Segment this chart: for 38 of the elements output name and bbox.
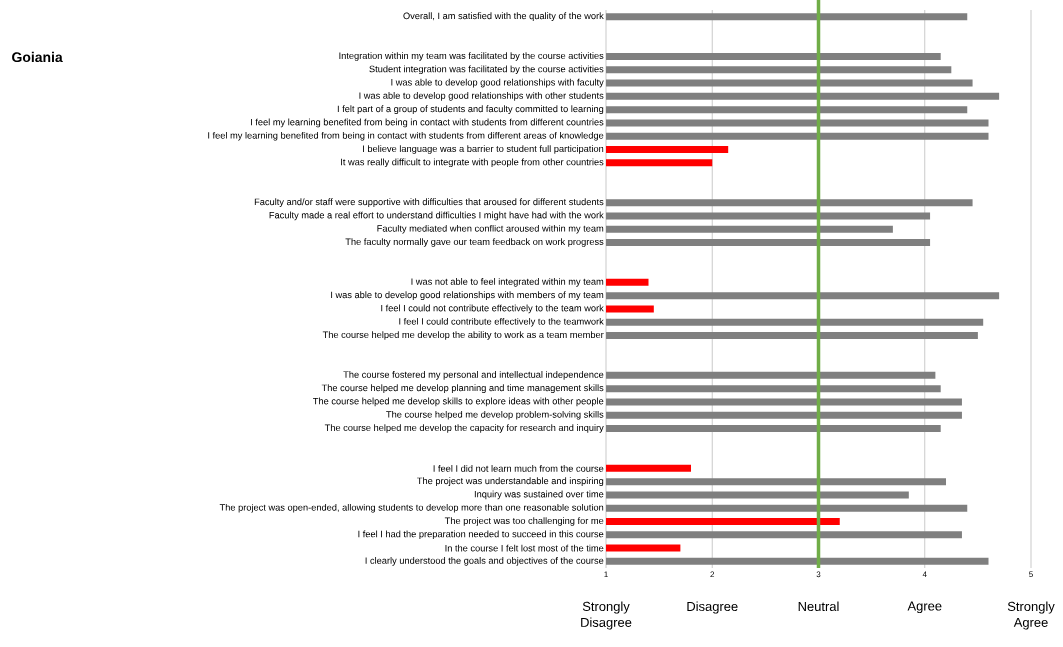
y-tick-label: The course helped me develop skills to explore ideas with other people bbox=[313, 397, 604, 407]
y-tick-label: Faculty and/or staff were supportive with difficulties that aroused for different students bbox=[254, 198, 604, 207]
y-tick-label: I believe language was a barrier to student full participation bbox=[363, 145, 604, 154]
text: Neutral bbox=[798, 601, 839, 612]
y-tick-label: I feel I had the preparation needed to succeed in this course bbox=[358, 530, 604, 540]
text: Goiania bbox=[12, 51, 63, 63]
y-tick-label: Inquiry was sustained over time bbox=[474, 490, 604, 500]
text: Strongly Disagree bbox=[581, 601, 632, 630]
y-tick-label: Overall, I am satisfied with the quality of the work bbox=[403, 12, 604, 21]
y-tick-label: I was not able to feel integrated within my team bbox=[411, 278, 604, 287]
y-tick-label: The course helped me develop planning and time management skills bbox=[321, 384, 604, 393]
y-tick-label: I was able to develop good relationships with faculty bbox=[391, 78, 604, 88]
y-tick-label: Faculty mediated when conflict aroused within my team bbox=[377, 224, 604, 234]
y-tick-label: The project was understandable and inspiring bbox=[417, 477, 604, 486]
text: Agree bbox=[907, 601, 942, 614]
y-tick-label: It was really difficult to integrate with people from other countries bbox=[341, 158, 604, 168]
text: Disagree bbox=[687, 601, 738, 614]
y-tick-label: The course fostered my personal and intellectual independence bbox=[343, 371, 604, 380]
text: Strongly Agree bbox=[1007, 601, 1055, 630]
y-tick-label: The course helped me develop problem-solving skills bbox=[386, 410, 604, 420]
y-tick-label: The course helped me develop the ability to work as a team member bbox=[322, 331, 604, 340]
y-tick-label: I clearly understood the goals and objectives of the course bbox=[365, 557, 604, 566]
y-tick-label: In the course I felt lost most of the time bbox=[445, 544, 604, 552]
y-tick-label: I was able to develop good relationships with other students bbox=[359, 92, 604, 101]
y-tick-label: I feel I could contribute effectively to the teamwork bbox=[399, 317, 604, 327]
y-tick-label: I feel I did not learn much from the course bbox=[433, 464, 604, 472]
y-tick-label: The project was open-ended, allowing students to develop more than one reasonable solution bbox=[219, 503, 604, 513]
y-tick-label: I felt part of a group of students and faculty committed to learning bbox=[337, 105, 604, 114]
y-tick-label: Integration within my team was facilitated by the course activities bbox=[339, 52, 604, 61]
y-tick-label: I feel my learning benefited from being in contact with students from different countries bbox=[251, 118, 604, 128]
y-tick-label: The project was too challenging for me bbox=[444, 517, 604, 526]
y-tick-label: I feel I could not contribute effectively to the team work bbox=[381, 304, 604, 314]
y-tick-label: Student integration was facilitated by the course activities bbox=[369, 65, 604, 75]
y-tick-label: I feel my learning benefited from being in contact with students from different areas of knowledge bbox=[208, 131, 604, 141]
y-tick-label: The faculty normally gave our team feedback on work progress bbox=[345, 238, 604, 247]
y-tick-label: Faculty made a real effort to understand difficulties I might have had with the work bbox=[269, 211, 604, 221]
y-tick-label: The course helped me develop the capacity for research and inquiry bbox=[324, 424, 604, 433]
y-tick-label: I was able to develop good relationships with members of my team bbox=[331, 291, 604, 300]
